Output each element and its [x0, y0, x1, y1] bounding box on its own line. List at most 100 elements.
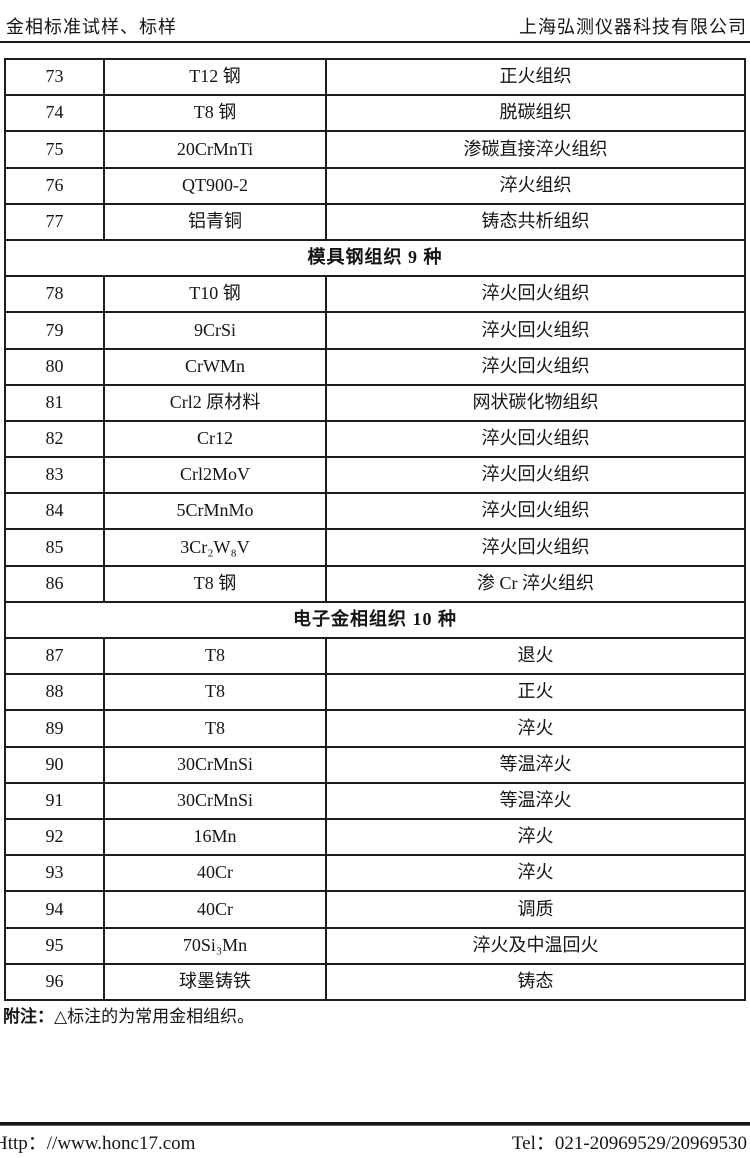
material-cell: T8 [103, 636, 327, 676]
table-row: 88 T8 正火 [4, 673, 746, 712]
row-number-cell: 89 [4, 709, 105, 748]
material-cell: T8 [103, 673, 327, 712]
row-number-cell: 74 [4, 94, 105, 133]
structure-cell: 淬火回火组织 [325, 419, 746, 459]
structure-cell: 正火组织 [325, 57, 746, 97]
material-cell: 铝青铜 [103, 202, 327, 241]
structure-cell: 淬火回火组织 [325, 347, 746, 386]
table-row: 83 Crl2MoV 淬火回火组织 [4, 456, 746, 495]
material-cell: QT900-2 [103, 166, 327, 205]
material-cell: Cr12 [103, 419, 327, 459]
sample-table: 73 T12 钢 正火组织 74 T8 钢 脱碳组织 75 20CrMnTi 渗… [4, 57, 746, 1001]
structure-cell: 淬火回火组织 [325, 456, 746, 495]
row-number-cell: 76 [4, 166, 105, 205]
page-header-title: 金相标准试样、标样 [6, 17, 177, 37]
structure-cell: 淬火回火组织 [325, 275, 746, 314]
row-number-cell: 91 [4, 781, 105, 820]
structure-cell: 调质 [325, 890, 746, 929]
material-cell: T10 钢 [103, 275, 327, 314]
row-number-cell: 85 [4, 528, 105, 567]
structure-cell: 淬火回火组织 [325, 311, 746, 350]
row-number-cell: 81 [4, 383, 105, 422]
row-number-cell: 87 [4, 636, 105, 676]
table-row: 74 T8 钢 脱碳组织 [4, 94, 746, 133]
structure-cell: 淬火 [325, 817, 746, 857]
structure-cell: 淬火 [325, 709, 746, 748]
table-row: 86 T8 钢 渗 Cr 淬火组织 [4, 564, 746, 603]
table-row: 76 QT900-2 淬火组织 [4, 166, 746, 205]
footnote-text: △标注的为常用金相组织。 [54, 1007, 255, 1026]
table-row: 78 T10 钢 淬火回火组织 [4, 275, 746, 314]
structure-cell: 等温淬火 [325, 745, 746, 784]
row-number-cell: 86 [4, 564, 105, 603]
table-row: 92 16Mn 淬火 [4, 817, 746, 857]
material-cell: 16Mn [103, 817, 327, 857]
row-number-cell: 92 [4, 817, 105, 857]
structure-cell: 网状碳化物组织 [325, 383, 746, 422]
table-row: 82 Cr12 淬火回火组织 [4, 419, 746, 459]
row-number-cell: 84 [4, 492, 105, 531]
section-header-row: 电子金相组织 10 种 [4, 600, 746, 640]
material-cell: 5CrMnMo [103, 492, 327, 531]
material-cell: 30CrMnSi [103, 745, 327, 784]
structure-cell: 淬火回火组织 [325, 492, 746, 531]
table-row: 93 40Cr 淬火 [4, 854, 746, 893]
row-number-cell: 88 [4, 673, 105, 712]
structure-cell: 淬火组织 [325, 166, 746, 205]
row-number-cell: 95 [4, 926, 105, 965]
footer-rule [0, 1122, 750, 1126]
material-cell: 40Cr [103, 854, 327, 893]
row-number-cell: 78 [4, 275, 105, 314]
table-row: 77 铝青铜 铸态共析组织 [4, 202, 746, 241]
material-cell: 球墨铸铁 [103, 962, 327, 1001]
footnote-label: 附注： [3, 1007, 54, 1026]
footer-website: Http：//www.honc17.com [0, 1133, 196, 1154]
page-header-company: 上海弘测仪器科技有限公司 [519, 17, 747, 37]
table-row: 94 40Cr 调质 [4, 890, 746, 929]
structure-cell: 铸态 [325, 962, 746, 1001]
structure-cell: 退火 [325, 636, 746, 676]
material-cell: 3Cr₂W₈V [103, 528, 327, 567]
structure-cell: 淬火回火组织 [325, 528, 746, 567]
row-number-cell: 77 [4, 202, 105, 241]
structure-cell: 渗 Cr 淬火组织 [325, 564, 746, 603]
structure-cell: 渗碳直接淬火组织 [325, 130, 746, 169]
table-row: 91 30CrMnSi 等温淬火 [4, 781, 746, 820]
structure-cell: 脱碳组织 [325, 94, 746, 133]
row-number-cell: 82 [4, 419, 105, 459]
row-number-cell: 94 [4, 890, 105, 929]
section-header-label: 模具钢组织 9 种 [4, 238, 746, 278]
row-number-cell: 75 [4, 130, 105, 169]
structure-cell: 淬火 [325, 854, 746, 893]
row-number-cell: 73 [4, 57, 105, 97]
row-number-cell: 80 [4, 347, 105, 386]
material-cell: 40Cr [103, 890, 327, 929]
material-cell: Crl2MoV [103, 456, 327, 495]
material-cell: 20CrMnTi [103, 130, 327, 169]
table-row: 95 70Si₃Mn 淬火及中温回火 [4, 926, 746, 965]
row-number-cell: 96 [4, 962, 105, 1001]
structure-cell: 铸态共析组织 [325, 202, 746, 241]
row-number-cell: 83 [4, 456, 105, 495]
table-row: 84 5CrMnMo 淬火回火组织 [4, 492, 746, 531]
table-row: 75 20CrMnTi 渗碳直接淬火组织 [4, 130, 746, 169]
header-rule [0, 41, 750, 43]
material-cell: Crl2 原材料 [103, 383, 327, 422]
material-cell: CrWMn [103, 347, 327, 386]
material-cell: 70Si₃Mn [103, 926, 327, 965]
table-row: 85 3Cr₂W₈V 淬火回火组织 [4, 528, 746, 567]
material-cell: T8 钢 [103, 94, 327, 133]
structure-cell: 等温淬火 [325, 781, 746, 820]
table-row: 87 T8 退火 [4, 636, 746, 676]
table-row: 73 T12 钢 正火组织 [4, 57, 746, 97]
row-number-cell: 79 [4, 311, 105, 350]
footer-telephone: Tel：021-20969529/20969530 [511, 1133, 747, 1154]
material-cell: T8 钢 [103, 564, 327, 603]
table-row: 79 9CrSi 淬火回火组织 [4, 311, 746, 350]
material-cell: 9CrSi [103, 311, 327, 350]
row-number-cell: 93 [4, 854, 105, 893]
table-row: 80 CrWMn 淬火回火组织 [4, 347, 746, 386]
footnote: 附注：△标注的为常用金相组织。 [3, 1002, 254, 1027]
table-row: 96 球墨铸铁 铸态 [4, 962, 746, 1001]
material-cell: 30CrMnSi [103, 781, 327, 820]
